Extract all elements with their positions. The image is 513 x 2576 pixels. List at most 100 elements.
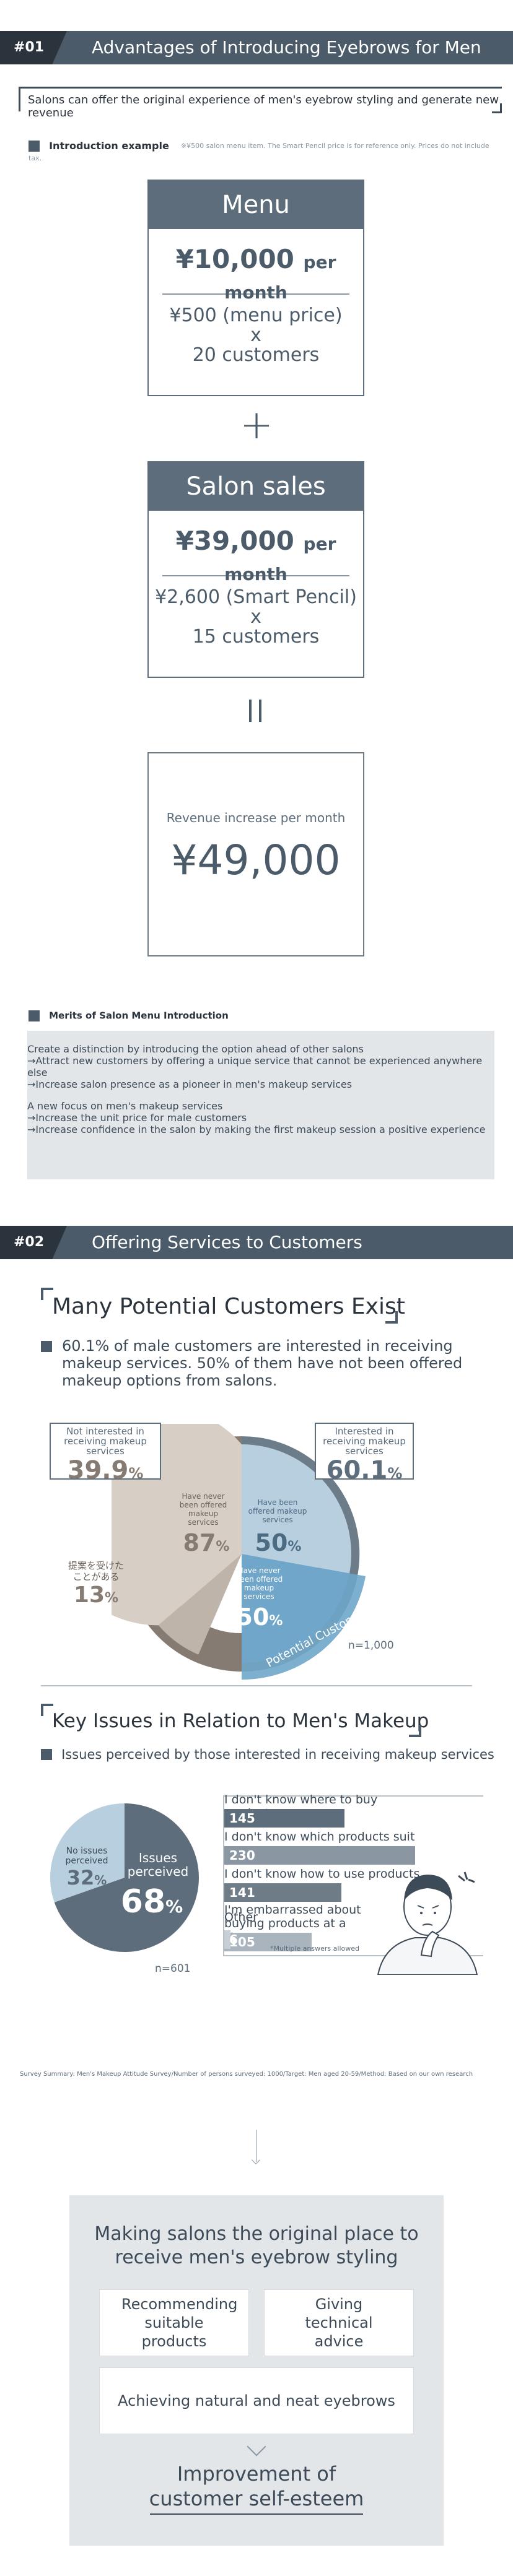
- callout-yes-value-row: 60.1%: [326, 1456, 403, 1485]
- para2-row: Issues perceived by those interested in …: [41, 1747, 499, 1762]
- inner-never2-label: Have never been offered makeup services: [235, 1566, 283, 1601]
- pie-no-issues: [50, 1803, 125, 1902]
- issue-bar-2: 141: [224, 1883, 341, 1902]
- heading1-corner-tl: [41, 1288, 53, 1300]
- revenue-value: ¥49,000: [171, 836, 341, 884]
- merits-panel: Create a distinction by introducing the …: [27, 1031, 494, 1179]
- pie-issues: [54, 1803, 199, 1952]
- callout-yes-label: Interested in receiving makeup services: [323, 1426, 406, 1457]
- callout-not-value-row: 39.9%: [67, 1456, 144, 1485]
- menu-box-price-row: ¥10,000 per month: [149, 229, 363, 303]
- issue-bar-1: 230: [224, 1846, 415, 1865]
- heading1-corner-br: [385, 1311, 398, 1324]
- pie-no-value-row: 32%: [66, 1866, 107, 1889]
- small-segment-value: 13: [73, 1582, 105, 1608]
- pie-no-label: No issues perceived: [65, 1846, 108, 1866]
- thinking-man-illustration: [377, 1871, 478, 1975]
- outcome-recommend-box: Recommending suitable products: [99, 2289, 249, 2356]
- sales-box: Salon sales ¥39,000 per month ¥2,600 (Sm…: [147, 461, 364, 678]
- inner-been-value-row: 50%: [255, 1529, 302, 1556]
- pie-n: n=601: [155, 1962, 191, 1975]
- inner-never-value-row: 87%: [183, 1529, 230, 1556]
- issues-bars: I don't know where to buy products145I d…: [223, 1793, 489, 1951]
- donut-n: n=1,000: [348, 1639, 394, 1652]
- menu-box-header: Menu: [149, 181, 363, 229]
- para2-square-icon: [41, 1749, 52, 1760]
- inner-been-label: Have been offered makeup services: [248, 1498, 307, 1524]
- inner-never-label: Have never been offered makeup services: [179, 1492, 227, 1527]
- multi-answer-note: *Multiple answers allowed: [270, 1945, 359, 1953]
- issue-label-4: Other: [224, 1910, 258, 1924]
- issues-pie-chart: [50, 1803, 199, 1952]
- small-segment-value-row: 13%: [73, 1582, 119, 1608]
- revenue-label: Revenue increase per month: [166, 810, 346, 825]
- survey-summary: Survey Summary: Men's Makeup Attitude Su…: [20, 2071, 473, 2078]
- outcome-b1: Recommending suitable products: [121, 2296, 238, 2350]
- section1-lead-text: Salons can offer the original experience…: [28, 93, 499, 119]
- heading2-corner-tl: [41, 1704, 53, 1716]
- outcome-b3: Achieving natural and neat eyebrows: [118, 2392, 395, 2409]
- issue-bar-3: 105: [224, 1933, 312, 1951]
- callout-not-value: 39.9: [67, 1456, 129, 1485]
- plus-sign: +: [240, 402, 273, 448]
- outcome-result-underline: [150, 2513, 363, 2515]
- callout-not-interested: Not interested in receiving makeup servi…: [50, 1423, 161, 1485]
- outcome-title: Making salons the original place to rece…: [94, 2223, 419, 2268]
- para1-square-icon: [41, 1341, 52, 1352]
- inner-never-value: 87: [183, 1529, 216, 1556]
- sales-box-per: per month: [224, 534, 336, 584]
- merit1-title: Create a distinction by introducing the …: [27, 1043, 364, 1055]
- sales-box-line2: x: [250, 606, 261, 628]
- menu-box-per: per month: [224, 252, 336, 303]
- pie-no-value: 32: [66, 1866, 95, 1889]
- para1: 60.1% of male customers are interested i…: [62, 1337, 463, 1389]
- intro-note: ※¥500 salon menu item. The Smart Pencil …: [28, 142, 489, 162]
- menu-box-divider: [162, 293, 349, 295]
- down-arrow-icon: [251, 2130, 261, 2165]
- merit2-title: A new focus on men's makeup services: [27, 1100, 223, 1112]
- inner-never2-value: 50: [236, 1603, 270, 1631]
- sales-box-price: ¥39,000: [175, 526, 294, 556]
- small-segment-callout: 提案を受けたことがある 13%: [68, 1560, 124, 1608]
- revenue-box: Revenue increase per month ¥49,000: [147, 752, 364, 956]
- heading2: Key Issues in Relation to Men's Makeup: [52, 1710, 429, 1732]
- donut-inner-been-offered: [242, 1444, 351, 1574]
- merits-label-row: Merits of Salon Menu Introduction: [28, 1009, 229, 1021]
- merit2-item1: →Increase the unit price for male custom…: [27, 1112, 247, 1124]
- issue-label-2: I don't know how to use products: [224, 1867, 420, 1881]
- callout-yes-value: 60.1: [326, 1456, 388, 1485]
- para1-row: 60.1% of male customers are interested i…: [41, 1337, 475, 1389]
- menu-box-line1: ¥500 (menu price): [169, 305, 343, 326]
- issue-bar-4: 6: [224, 1930, 238, 1949]
- inner-been-value: 50: [255, 1529, 288, 1556]
- potential-customers-arc: [242, 1573, 366, 1680]
- outcome-eyebrows-box: Achieving natural and neat eyebrows: [99, 2367, 414, 2434]
- merits-square-icon: [28, 1010, 40, 1021]
- inner-never2-value-row: 50%: [236, 1603, 283, 1631]
- outcome-result: Improvement of customer self-esteem: [149, 2462, 364, 2510]
- section2-divider: [41, 1685, 472, 1686]
- para2: Issues perceived by those interested in …: [61, 1747, 494, 1762]
- issues-breakdown-panel: [223, 1795, 483, 1956]
- intro-label: Introduction example: [49, 140, 169, 152]
- sales-box-line1: ¥2,600 (Smart Pencil): [155, 586, 357, 608]
- intro-example-row: Introduction example ※¥500 salon menu it…: [28, 139, 499, 163]
- pie-yes-value: 68: [120, 1883, 166, 1920]
- section1-lead: Salons can offer the original experience…: [19, 87, 502, 119]
- merit1-item2: →Increase salon presence as a pioneer in…: [27, 1078, 353, 1090]
- heading2-corner-br: [409, 1725, 421, 1737]
- section1-title: Advantages of Introducing Eyebrows for M…: [92, 37, 481, 58]
- heading1: Many Potential Customers Exist: [52, 1294, 405, 1319]
- section1-header: #01 Advantages of Introducing Eyebrows f…: [0, 31, 513, 64]
- callout-interested: Interested in receiving makeup services …: [315, 1423, 414, 1485]
- sales-box-header: Salon sales: [149, 462, 363, 511]
- sales-box-price-row: ¥39,000 per month: [149, 511, 363, 584]
- outcome-b2: Giving technical advice: [305, 2296, 373, 2350]
- merit1-item1: →Attract new customers by offering a uni…: [27, 1055, 483, 1078]
- pie-yes-value-row: 68%: [120, 1883, 183, 1920]
- menu-box-line3: 20 customers: [192, 344, 320, 366]
- section2-title: Offering Services to Customers: [92, 1232, 362, 1252]
- merits-label: Merits of Salon Menu Introduction: [49, 1010, 229, 1021]
- menu-box-price: ¥10,000: [175, 244, 294, 274]
- sales-box-line3: 15 customers: [192, 626, 320, 648]
